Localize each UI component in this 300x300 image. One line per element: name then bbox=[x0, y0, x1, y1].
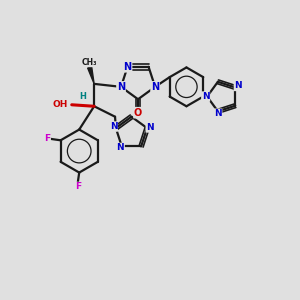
Text: N: N bbox=[146, 123, 154, 132]
Text: F: F bbox=[44, 134, 50, 143]
Text: OH: OH bbox=[53, 100, 68, 109]
Text: O: O bbox=[134, 108, 142, 118]
Text: N: N bbox=[234, 81, 242, 90]
Polygon shape bbox=[88, 67, 94, 84]
Text: N: N bbox=[202, 92, 209, 101]
Text: N: N bbox=[117, 82, 125, 92]
Text: N: N bbox=[116, 143, 124, 152]
Text: N: N bbox=[110, 122, 117, 131]
Text: N: N bbox=[124, 62, 132, 72]
Text: CH₃: CH₃ bbox=[82, 58, 98, 67]
Text: N: N bbox=[214, 109, 222, 118]
Text: H: H bbox=[79, 92, 86, 101]
Text: F: F bbox=[75, 182, 81, 191]
Text: N: N bbox=[151, 82, 159, 92]
